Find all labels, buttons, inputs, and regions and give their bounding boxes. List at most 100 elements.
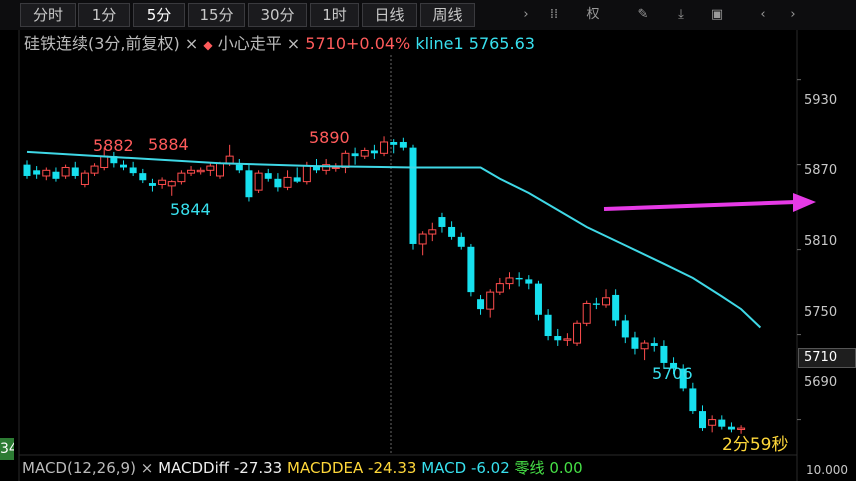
candle-body xyxy=(148,183,156,186)
candle-body xyxy=(52,171,60,179)
candle-body xyxy=(283,176,292,188)
macd-info-line: MACD(12,26,9) × MACDDiff -27.33 MACDDEA … xyxy=(22,458,583,478)
price-label-low-2: 5706 xyxy=(652,364,693,383)
candle-body xyxy=(196,169,205,173)
candle-body xyxy=(727,426,735,430)
candle-body xyxy=(80,172,89,185)
close-symbol-icon[interactable]: × xyxy=(184,34,199,53)
diamond-icon: ◆ xyxy=(203,38,213,52)
chart-grid xyxy=(18,30,801,481)
candle-body xyxy=(42,169,51,177)
rights-adjust-icon[interactable]: 权 xyxy=(586,7,600,22)
candle-body xyxy=(409,147,417,244)
period-toolbar: 分时 1分 5分 15分 30分 1时 日线 周线 xyxy=(0,0,856,30)
candle-body xyxy=(495,283,504,293)
candle-body xyxy=(631,337,639,349)
candle-body xyxy=(477,299,485,310)
macd-diff-label: MACDDiff xyxy=(158,459,230,477)
candle-body xyxy=(71,167,79,176)
candle-body xyxy=(505,277,514,285)
candle-body xyxy=(274,178,282,188)
candle-body xyxy=(621,320,629,338)
candle-body xyxy=(245,170,253,198)
macd-scale: 10.000 xyxy=(806,463,848,477)
candle-body xyxy=(351,153,359,157)
price-label-high-3: 5890 xyxy=(309,128,350,147)
candle-body xyxy=(640,342,649,350)
candle-body xyxy=(216,162,224,177)
candle-body xyxy=(313,166,320,171)
y-tick-5810: 5810 xyxy=(804,234,838,249)
timeframe-button-4[interactable]: 30分 xyxy=(248,3,307,27)
candle-body xyxy=(380,141,389,154)
candle-body xyxy=(467,246,475,293)
candle-body xyxy=(254,172,263,191)
price-label-high-1: 5882 xyxy=(93,136,134,155)
candle-body xyxy=(486,291,495,310)
candle-body xyxy=(602,297,610,306)
candle-body xyxy=(689,388,697,412)
chevron-left-icon[interactable]: ‹ xyxy=(760,7,766,22)
candle-body xyxy=(302,165,311,183)
timeframe-button-2[interactable]: 5分 xyxy=(133,3,185,27)
candle-body xyxy=(100,155,109,168)
zero-line-value: 0.00 xyxy=(549,459,583,477)
close-indicator-icon[interactable]: × xyxy=(286,34,301,53)
candle-body xyxy=(718,419,726,427)
timeframe-button-7[interactable]: 周线 xyxy=(420,3,475,27)
kline-chart[interactable] xyxy=(0,30,856,481)
candle-body xyxy=(448,226,456,237)
candle-body xyxy=(390,141,398,145)
candle-body xyxy=(177,172,186,183)
timeframe-button-3[interactable]: 15分 xyxy=(188,3,245,27)
timeframe-button-1[interactable]: 1分 xyxy=(78,3,130,27)
candle-body xyxy=(534,283,542,315)
candle-body xyxy=(699,411,706,429)
candle-body xyxy=(679,368,687,389)
candle-body xyxy=(322,164,331,171)
kline1-line xyxy=(26,150,762,329)
trend-arrow xyxy=(603,200,797,211)
candle-body xyxy=(737,427,746,431)
candle-body xyxy=(158,179,167,185)
macd-name: MACD(12,26,9) xyxy=(22,459,136,477)
close-macd-icon[interactable]: × xyxy=(140,459,154,477)
candle-body xyxy=(120,164,127,168)
price-label-high-2: 5884 xyxy=(148,135,189,154)
kline1-label: kline1 xyxy=(415,34,464,53)
layout-icon[interactable]: ▣ xyxy=(710,7,724,22)
current-price-tag: 5710 xyxy=(798,348,856,368)
candle-body xyxy=(708,419,717,426)
symbol-name: 硅铁连续(3分,前复权) xyxy=(24,34,180,53)
download-icon[interactable]: ⤓ xyxy=(678,7,684,22)
candle-body xyxy=(563,338,572,341)
chevron-right-icon[interactable]: › xyxy=(523,7,529,22)
macd-dea-value: -24.33 xyxy=(368,459,417,477)
timeframe-button-5[interactable]: 1时 xyxy=(310,3,359,27)
y-tick-5930: 5930 xyxy=(804,93,838,108)
candle-body xyxy=(187,169,196,174)
y-tick-5750: 5750 xyxy=(804,305,838,320)
draw-pen-icon[interactable]: ✎ xyxy=(637,7,649,22)
candle-body xyxy=(264,173,272,179)
timeframe-button-6[interactable]: 日线 xyxy=(362,3,417,27)
candle-body xyxy=(592,303,600,305)
candle-body xyxy=(544,314,552,337)
trend-arrow-head xyxy=(793,193,816,212)
candle-body xyxy=(670,362,678,369)
candle-body xyxy=(167,181,176,187)
candle-body xyxy=(33,170,41,175)
chart-info-line: 硅铁连续(3分,前复权) × ◆ 小心走平 × 5710+0.04% kline… xyxy=(24,33,535,56)
timeframe-button-0[interactable]: 分时 xyxy=(20,3,76,27)
price-change: 5710+0.04% xyxy=(305,34,411,53)
chevron-right-2-icon[interactable]: › xyxy=(790,7,796,22)
candle-body xyxy=(525,279,533,284)
indicator-name: 小心走平 xyxy=(217,34,282,53)
candle-body xyxy=(90,165,99,174)
macd-dea-label: MACDDEA xyxy=(287,459,364,477)
candle-body xyxy=(582,302,591,324)
y-tick-5870: 5870 xyxy=(804,163,838,178)
dot-grid-icon[interactable]: ⁞⁞ xyxy=(549,7,559,22)
macd-value: -6.02 xyxy=(470,459,510,477)
zero-line-label: 零线 xyxy=(514,459,545,477)
